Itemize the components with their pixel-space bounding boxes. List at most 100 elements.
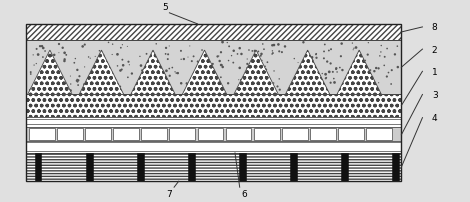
- Point: [36, 73, 44, 77]
- Point: [165, 68, 173, 71]
- Point: [40, 69, 47, 72]
- Point: [349, 42, 356, 45]
- Point: [44, 76, 51, 79]
- Bar: [26, 25, 401, 41]
- Point: [93, 63, 101, 66]
- Point: [141, 69, 149, 73]
- Point: [294, 92, 301, 95]
- Point: [275, 78, 283, 81]
- Point: [258, 53, 265, 56]
- Point: [198, 49, 206, 52]
- Point: [357, 58, 365, 62]
- Point: [98, 60, 106, 63]
- Polygon shape: [28, 51, 72, 95]
- Point: [368, 76, 376, 79]
- Point: [147, 83, 155, 87]
- Bar: [282, 128, 308, 140]
- Point: [325, 50, 333, 53]
- Point: [55, 52, 63, 55]
- Point: [105, 42, 112, 45]
- Point: [136, 87, 144, 90]
- Point: [357, 88, 364, 92]
- Point: [162, 47, 170, 50]
- Point: [320, 57, 328, 61]
- Point: [326, 71, 333, 74]
- Point: [152, 43, 160, 46]
- Point: [194, 61, 202, 64]
- Bar: [26, 41, 401, 95]
- Text: 4: 4: [432, 114, 438, 123]
- Bar: [366, 128, 392, 140]
- Point: [239, 83, 247, 86]
- Point: [218, 64, 225, 67]
- Point: [73, 79, 81, 82]
- Point: [163, 70, 170, 73]
- Point: [216, 60, 223, 63]
- Point: [145, 86, 152, 89]
- Point: [81, 44, 88, 47]
- Point: [164, 85, 172, 88]
- Point: [218, 64, 226, 67]
- Point: [308, 56, 316, 60]
- Point: [172, 72, 180, 75]
- Point: [240, 81, 248, 84]
- Polygon shape: [285, 51, 330, 95]
- Point: [209, 63, 217, 66]
- Point: [288, 90, 296, 93]
- Text: 2: 2: [432, 45, 438, 54]
- Point: [137, 65, 145, 68]
- Point: [114, 65, 121, 68]
- Point: [125, 61, 132, 64]
- Point: [157, 78, 164, 81]
- Point: [341, 82, 349, 85]
- Point: [251, 65, 258, 69]
- Point: [268, 44, 276, 48]
- Point: [41, 50, 49, 53]
- Point: [177, 50, 185, 53]
- Text: 5: 5: [162, 3, 168, 12]
- Point: [363, 77, 371, 81]
- Point: [44, 73, 51, 76]
- Point: [104, 76, 112, 79]
- Point: [237, 88, 245, 91]
- Point: [125, 64, 133, 67]
- Point: [94, 73, 102, 76]
- Point: [262, 89, 269, 93]
- Point: [377, 51, 384, 54]
- Point: [159, 81, 166, 84]
- Point: [189, 90, 197, 94]
- Point: [67, 83, 74, 86]
- Bar: [57, 128, 83, 140]
- Point: [213, 80, 220, 83]
- Point: [67, 75, 74, 78]
- Point: [290, 58, 298, 61]
- Point: [81, 83, 88, 87]
- Point: [32, 63, 40, 66]
- Point: [71, 58, 79, 61]
- Point: [27, 71, 34, 74]
- Point: [163, 84, 170, 87]
- Point: [348, 72, 355, 75]
- Point: [224, 42, 231, 45]
- Point: [261, 68, 269, 71]
- Point: [313, 57, 320, 60]
- Point: [100, 54, 108, 58]
- Point: [258, 60, 266, 63]
- Point: [117, 85, 124, 88]
- Point: [263, 68, 270, 72]
- Point: [269, 50, 276, 53]
- Point: [94, 84, 102, 87]
- Point: [92, 56, 99, 59]
- Point: [99, 68, 106, 72]
- Point: [348, 70, 356, 73]
- Point: [236, 67, 243, 70]
- Point: [93, 63, 101, 66]
- Point: [356, 53, 363, 56]
- Point: [140, 76, 148, 80]
- Point: [63, 54, 70, 57]
- Polygon shape: [234, 51, 278, 95]
- Point: [345, 89, 352, 92]
- Point: [230, 50, 237, 53]
- Point: [339, 69, 346, 72]
- Point: [332, 67, 340, 70]
